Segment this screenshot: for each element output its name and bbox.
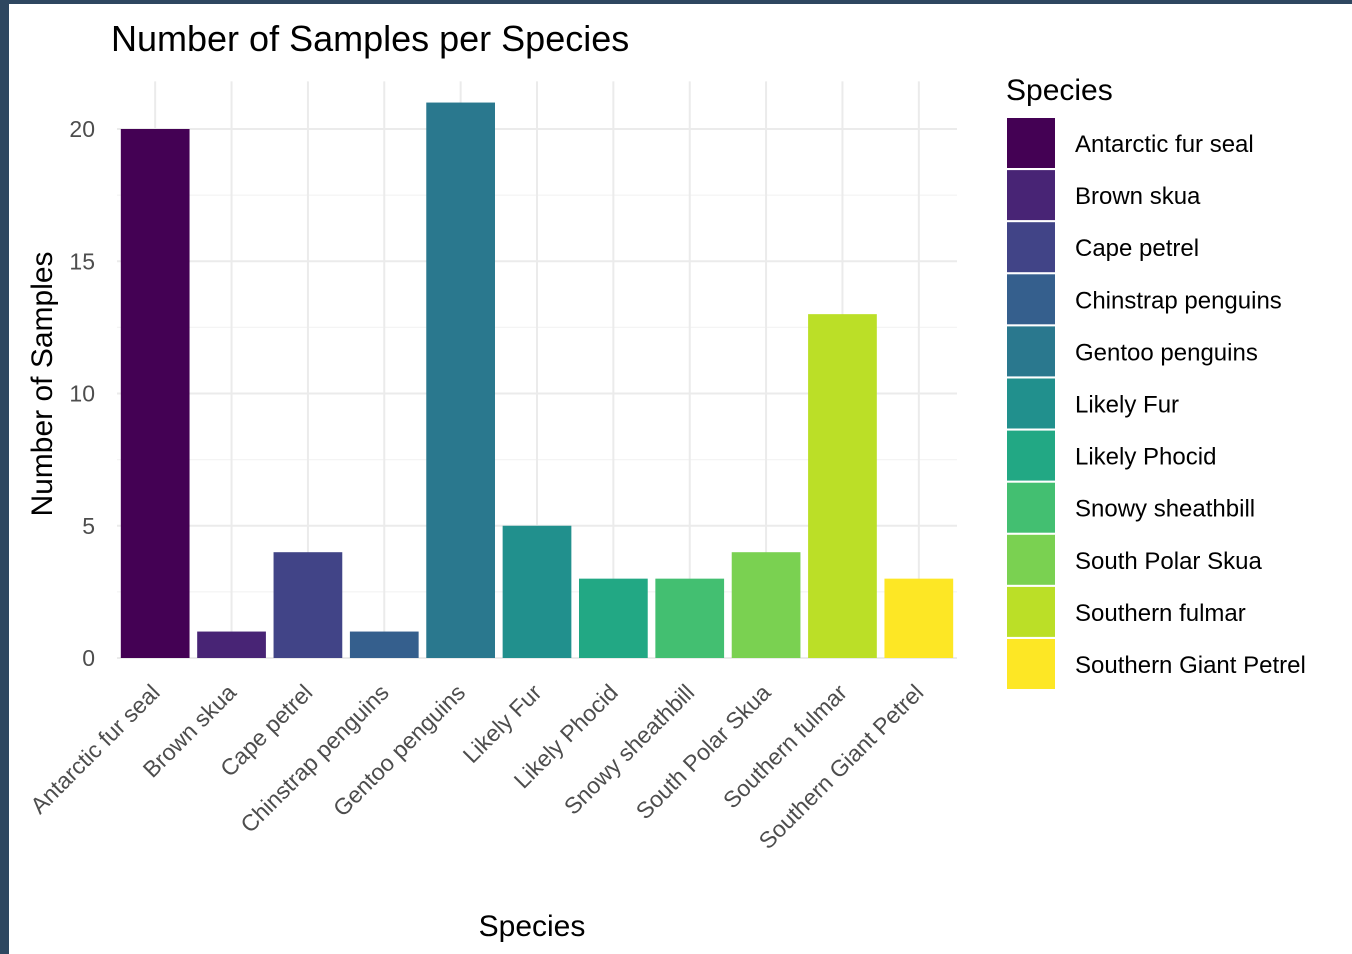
- bar: [579, 578, 648, 658]
- legend-label: Southern fulmar: [1075, 600, 1246, 627]
- bar: [197, 631, 266, 658]
- bar: [731, 552, 801, 658]
- legend-label: Brown skua: [1075, 183, 1201, 210]
- y-axis-ticks: 0 5 10 15 20: [69, 116, 95, 671]
- legend-label: Likely Fur: [1075, 392, 1179, 419]
- legend-label: Antarctic fur seal: [1075, 131, 1254, 158]
- bars: [120, 102, 954, 659]
- x-tick-label: Antarctic fur seal: [25, 679, 165, 819]
- x-tick-label: Chinstrap penguins: [235, 679, 394, 838]
- chart-title: Number of Samples per Species: [111, 18, 629, 59]
- x-axis-title: Species: [479, 910, 586, 943]
- legend-title: Species: [1006, 74, 1113, 107]
- chart-panel: 0 5 10 15 20 Antarctic fur seal Brown skua Cap…: [9, 4, 1352, 954]
- y-tick-label: 5: [82, 513, 95, 539]
- x-tick-label: South Polar Skua: [631, 679, 776, 824]
- x-tick-label: Gentoo penguins: [328, 679, 470, 821]
- bar: [808, 314, 877, 658]
- legend-key: [1007, 430, 1055, 481]
- x-tick-label: Snowy sheathbill: [559, 679, 699, 819]
- bar: [655, 578, 725, 658]
- legend-key: [1007, 274, 1055, 325]
- legend-label: Likely Phocid: [1075, 444, 1216, 471]
- y-axis-title: Number of Samples: [26, 251, 59, 516]
- legend-key: [1007, 586, 1055, 637]
- legend-key: [1007, 170, 1055, 221]
- legend-key: [1007, 222, 1055, 273]
- legend: Species Antarctic fur seal Brown skua Cape…: [1006, 74, 1306, 689]
- legend-label: Chinstrap penguins: [1075, 287, 1282, 314]
- bar: [273, 552, 343, 658]
- y-tick-label: 15: [69, 248, 95, 274]
- y-tick-label: 20: [69, 116, 95, 142]
- legend-key: [1007, 639, 1055, 689]
- legend-label: Snowy sheathbill: [1075, 496, 1255, 523]
- bar: [349, 631, 419, 658]
- legend-key: [1007, 326, 1055, 377]
- bar: [426, 102, 495, 659]
- y-tick-label: 10: [69, 381, 95, 407]
- bar: [502, 525, 572, 658]
- legend-label: Cape petrel: [1075, 235, 1199, 262]
- legend-label: South Polar Skua: [1075, 548, 1262, 575]
- legend-key: [1007, 482, 1055, 533]
- legend-key: [1007, 378, 1055, 429]
- bar: [120, 129, 190, 658]
- legend-key: [1007, 118, 1055, 168]
- legend-label: Southern Giant Petrel: [1075, 652, 1306, 679]
- bar: [884, 578, 954, 658]
- legend-key: [1007, 534, 1055, 585]
- legend-label: Gentoo penguins: [1075, 339, 1258, 366]
- y-tick-label: 0: [82, 645, 95, 671]
